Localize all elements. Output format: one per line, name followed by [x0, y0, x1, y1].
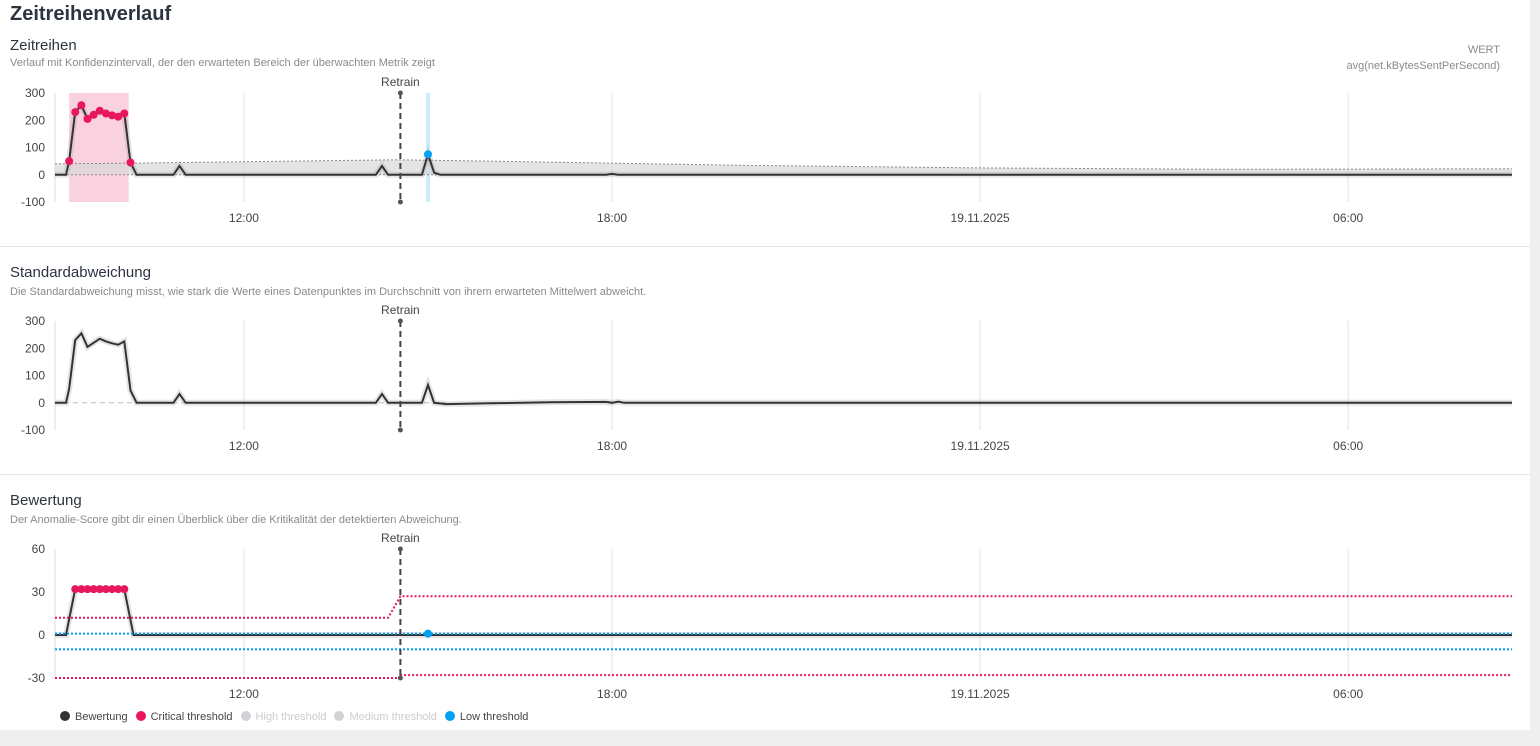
critical-point — [77, 101, 86, 110]
retrain-label: Retrain — [381, 303, 420, 317]
y-tick-label: 200 — [25, 341, 45, 355]
divider — [0, 474, 1530, 475]
retrain-marker-bottom — [397, 199, 403, 205]
critical-point — [120, 585, 129, 594]
legend-label: High threshold — [255, 711, 327, 723]
x-tick-label: 18:00 — [597, 439, 627, 453]
low-point — [423, 629, 432, 638]
critical-threshold-line — [55, 674, 1512, 679]
y-tick-label: 60 — [32, 542, 46, 556]
low-region — [426, 93, 431, 202]
retrain-marker-top — [397, 318, 403, 324]
x-tick-label: 12:00 — [229, 439, 259, 453]
x-tick-label: 18:00 — [597, 687, 627, 701]
legend-dot-icon — [135, 711, 146, 721]
y-tick-label: 30 — [32, 585, 46, 599]
metric-name: avg(net.kBytesSentPerSecond) — [1346, 60, 1500, 72]
retrain-marker-top — [397, 546, 403, 552]
critical-point — [71, 585, 80, 594]
critical-point — [71, 108, 80, 117]
legend-dot-icon — [240, 711, 251, 721]
section-title: Standardabweichung — [10, 264, 151, 281]
y-tick-label: 100 — [25, 369, 45, 383]
score-chart[interactable]: 60 30 0 -30 12:00 18:00 19.11.2025 06:00 Retrain — [0, 526, 1530, 706]
y-tick-label: 300 — [25, 314, 45, 328]
legend-dot-icon — [334, 711, 345, 721]
stddev-chart[interactable]: 300 200 100 0 -100 12:00 18:00 19.11.2025 06:00 R… — [0, 298, 1530, 458]
critical-point — [95, 585, 104, 594]
timeseries-chart[interactable]: 300 200 100 0 -100 12:00 18:00 19.11.2025 06:00 R… — [0, 70, 1530, 230]
retrain-marker-bottom — [397, 427, 403, 433]
legend-item[interactable]: Bewertung — [60, 711, 128, 723]
critical-point — [89, 585, 98, 594]
critical-point — [101, 109, 110, 118]
x-tick-label: 19.11.2025 — [951, 211, 1010, 225]
y-tick-label: 200 — [25, 113, 45, 127]
critical-point — [77, 585, 86, 594]
legend-item[interactable]: Medium threshold — [334, 711, 437, 723]
bottom-strip — [0, 730, 1540, 746]
legend-label: Bewertung — [75, 711, 128, 723]
legend-dot-icon — [60, 711, 70, 721]
metric-info: WERT avg(net.kBytesSentPerSecond) — [1347, 42, 1500, 74]
critical-point — [95, 106, 104, 115]
section-description: Die Standardabweichung misst, wie stark … — [10, 286, 647, 298]
y-tick-label: -30 — [28, 671, 46, 685]
y-tick-label: 0 — [38, 396, 45, 410]
confidence-band — [55, 159, 1512, 175]
critical-point — [83, 585, 92, 594]
series-line — [55, 103, 1512, 176]
wert-label: WERT — [1467, 44, 1500, 56]
y-tick-label: 100 — [25, 141, 45, 155]
critical-point — [101, 585, 110, 594]
y-tick-label: -100 — [21, 195, 45, 209]
legend-item[interactable]: High threshold — [240, 711, 327, 723]
section-title: Zeitreihen — [10, 37, 77, 54]
series-glow — [55, 327, 1512, 408]
legend-item[interactable]: Critical threshold — [135, 711, 233, 723]
legend-label: Critical threshold — [150, 711, 233, 723]
x-tick-label: 06:00 — [1333, 439, 1363, 453]
critical-point — [83, 114, 92, 123]
critical-threshold-line — [55, 595, 1512, 619]
critical-point — [108, 585, 117, 594]
y-tick-label: 0 — [38, 168, 45, 182]
legend-label: Medium threshold — [349, 711, 437, 723]
x-tick-label: 19.11.2025 — [951, 687, 1010, 701]
critical-point — [108, 111, 117, 120]
critical-point — [89, 110, 98, 119]
series-line — [55, 331, 1512, 406]
legend-dot-icon — [444, 711, 455, 721]
x-tick-label: 18:00 — [597, 211, 627, 225]
section-description: Verlauf mit Konfidenzintervall, der den … — [10, 57, 435, 69]
chart-legend: Bewertung Critical threshold High threshol… — [60, 711, 528, 723]
band-upper-line — [54, 159, 1513, 170]
critical-point — [120, 109, 129, 118]
y-tick-label: -100 — [21, 423, 45, 437]
low-point — [423, 150, 432, 159]
critical-point — [65, 157, 74, 166]
critical-point — [114, 112, 123, 121]
scrollbar-track[interactable] — [1530, 0, 1540, 746]
page-title: Zeitreihenverlauf — [10, 3, 172, 25]
retrain-label: Retrain — [381, 531, 420, 545]
retrain-marker-top — [397, 90, 403, 96]
x-tick-label: 12:00 — [229, 687, 259, 701]
retrain-marker-bottom — [397, 675, 403, 681]
x-tick-label: 06:00 — [1333, 687, 1363, 701]
retrain-label: Retrain — [381, 75, 420, 89]
legend-item[interactable]: Low threshold — [444, 711, 529, 723]
x-tick-label: 12:00 — [229, 211, 259, 225]
section-description: Der Anomalie-Score gibt dir einen Überbl… — [10, 514, 462, 526]
critical-point — [114, 585, 123, 594]
legend-label: Low threshold — [459, 711, 529, 723]
x-tick-label: 19.11.2025 — [951, 439, 1010, 453]
y-tick-label: 0 — [38, 628, 45, 642]
critical-point — [126, 158, 135, 167]
section-title: Bewertung — [10, 492, 82, 509]
divider — [0, 246, 1530, 247]
y-tick-label: 300 — [25, 86, 45, 100]
x-tick-label: 06:00 — [1333, 211, 1363, 225]
